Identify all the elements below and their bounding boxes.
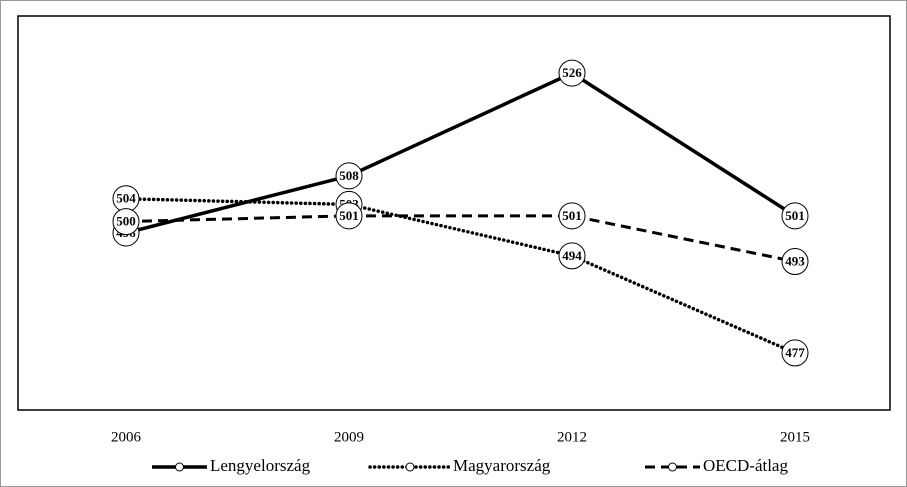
data-point: [335, 162, 363, 190]
data-label: 501: [785, 208, 805, 223]
series-line: [124, 196, 797, 355]
data-point: [112, 208, 140, 236]
data-label: 493: [785, 254, 805, 269]
data-point: [335, 202, 363, 230]
data-label: 504: [116, 191, 136, 206]
data-label: 508: [339, 168, 359, 183]
data-point: [558, 202, 586, 230]
data-label: 500: [116, 214, 136, 229]
legend-marker: [668, 462, 677, 472]
legend-label: OECD-átlag: [703, 456, 788, 475]
plot-frame: [17, 15, 891, 411]
x-tick-label: 2015: [780, 429, 810, 445]
x-tick-label: 2009: [334, 429, 364, 445]
series-line: [125, 71, 796, 235]
data-label: 501: [339, 208, 359, 223]
data-label: 477: [785, 345, 805, 360]
legend-label: Lengyelország: [210, 456, 311, 475]
legend-label: Magyarország: [453, 456, 551, 475]
x-tick-label: 2006: [111, 429, 142, 445]
x-tick-label: 2012: [557, 429, 587, 445]
series-line: [125, 214, 796, 264]
legend-marker: [405, 462, 415, 472]
data-label: 526: [562, 65, 582, 80]
data-label: 494: [562, 248, 582, 263]
data-point: [781, 339, 809, 367]
data-point: [558, 242, 586, 270]
data-point: [781, 202, 809, 230]
data-point: [558, 59, 586, 87]
data-label: 501: [562, 208, 582, 223]
legend-marker: [175, 462, 184, 472]
data-point: [781, 248, 809, 276]
